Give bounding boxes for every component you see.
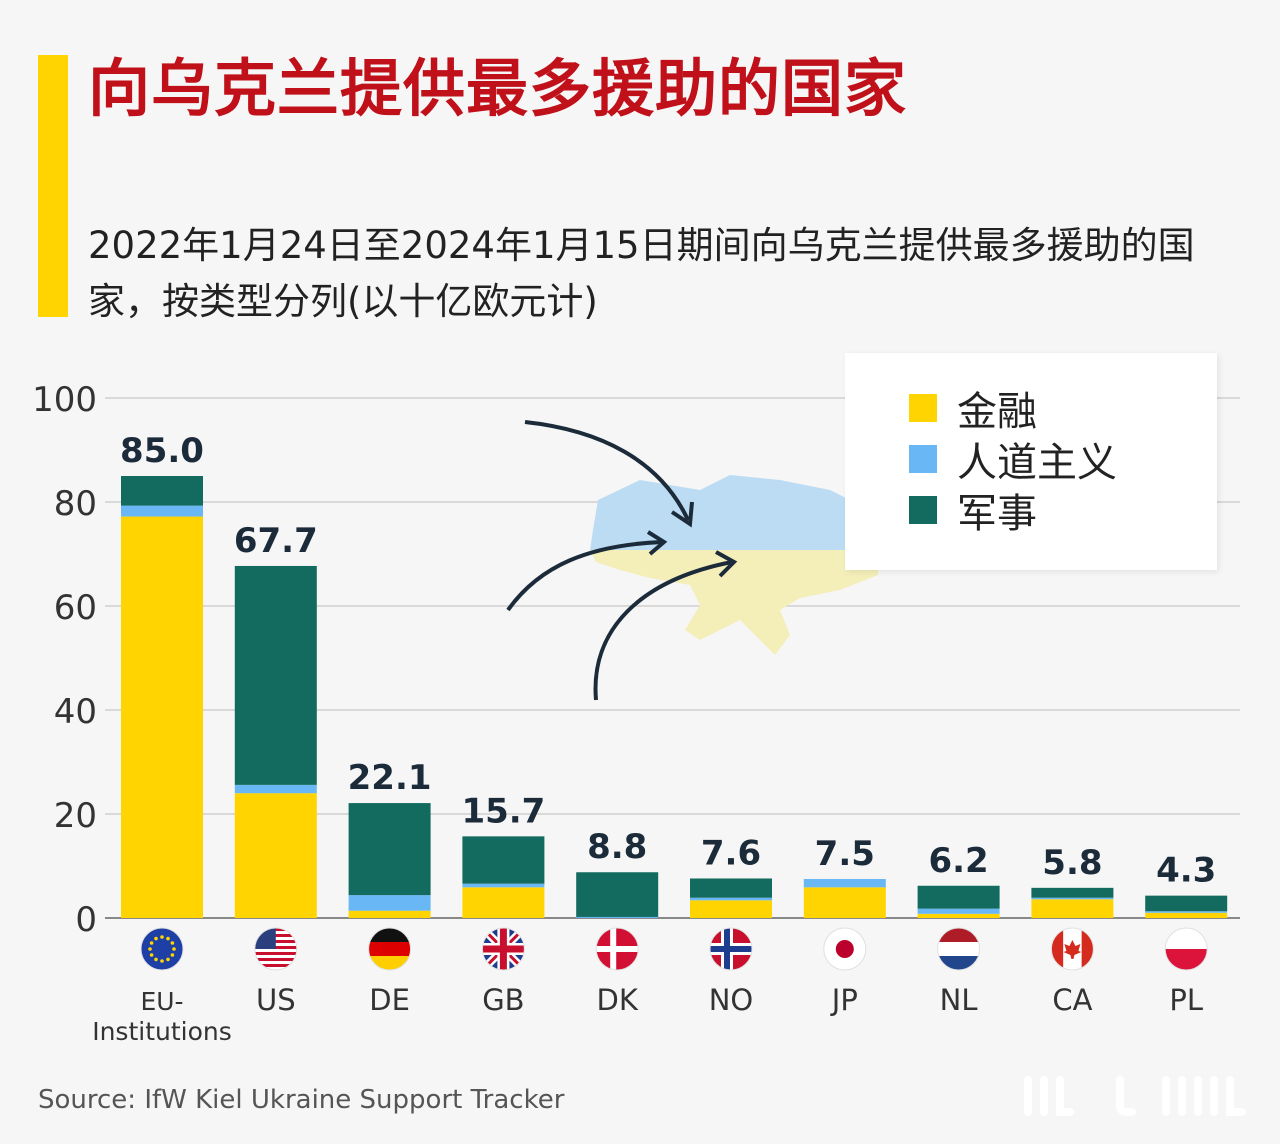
arrow-mid-head (646, 530, 668, 556)
bar-total-label: 7.6 (701, 833, 761, 873)
bar-value-labels: 85.0 67.7 22.1 15.7 8.8 7.6 7.5 6.2 5.8 4.3 (120, 431, 1216, 891)
bar-total-label: 22.1 (348, 758, 432, 798)
legend-swatch-humanitarian (909, 445, 937, 473)
y-tick-label: 40 (54, 692, 97, 732)
legend-label: 金融 (957, 389, 1037, 435)
bar-segment-de-0 (348, 910, 431, 918)
y-tick-label: 100 (32, 380, 97, 420)
dk-flag-icon (595, 927, 639, 971)
x-axis-label: Institutions (92, 1017, 232, 1046)
arrow-bottom-head (715, 550, 738, 578)
source-note: Source: IfW Kiel Ukraine Support Tracker (38, 1085, 565, 1115)
bar-segment-eu-institutions-0 (121, 516, 203, 918)
x-axis-label: NO (709, 983, 754, 1017)
bar-chart: 0 20 40 60 80 100 85.0 67.7 22.1 15.7 8.8 7.6 7.5 6.… (32, 380, 1240, 1046)
legend-item-humanitarian: 人道主义 (909, 434, 1117, 486)
y-tick-label: 60 (54, 588, 97, 628)
legend-swatch-financial (909, 394, 937, 422)
legend-label: 人道主义 (957, 440, 1117, 486)
bar-segment-gb-1 (462, 883, 545, 888)
bar-segment-ca-1 (1031, 897, 1114, 900)
us-flag-icon (254, 927, 298, 971)
x-axis-label: NL (940, 983, 978, 1017)
legend-item-military: 军事 (909, 485, 1037, 537)
x-axis-label: GB (482, 983, 524, 1017)
x-axis-label: US (256, 983, 296, 1017)
bar-total-label: 5.8 (1042, 843, 1102, 883)
bar-segment-us-0 (234, 793, 317, 918)
y-axis-ticks: 0 20 40 60 80 100 (32, 380, 97, 940)
bar-segment-de-2 (348, 803, 431, 896)
legend-label: 军事 (957, 491, 1037, 537)
chart-subtitle: 2022年1月24日至2024年1月15日期间向乌克兰提供最多援助的国家，按类型… (88, 224, 1195, 323)
x-axis-label: JP (830, 983, 858, 1017)
x-axis-label: CA (1052, 983, 1092, 1017)
flags (140, 927, 1208, 971)
watermark-glyph (1024, 1076, 1246, 1116)
legend-swatch-military (909, 496, 937, 524)
jp-flag-icon (823, 927, 867, 971)
bar-segment-eu-institutions-2 (121, 476, 203, 506)
bar-segment-de-1 (348, 895, 431, 911)
bar-segment-gb-2 (462, 836, 545, 884)
legend-item-financial: 金融 (909, 383, 1037, 435)
bar-total-label: 15.7 (461, 791, 545, 831)
y-tick-label: 80 (54, 484, 97, 524)
bar-segment-gb-0 (462, 887, 545, 918)
bar-segment-no-0 (690, 900, 772, 918)
nl-flag-icon (937, 927, 981, 971)
x-axis-label: DE (369, 983, 410, 1017)
bar-segment-us-1 (234, 784, 317, 794)
x-axis-label: PL (1169, 983, 1203, 1017)
bar-segment-dk-1 (576, 916, 659, 918)
bar-segment-no-2 (690, 878, 772, 898)
title-accent-bar (38, 55, 68, 317)
arrow-top-head (670, 501, 694, 528)
x-axis-label: EU- (140, 987, 183, 1016)
bar-segment-nl-1 (917, 908, 1000, 914)
y-tick-label: 20 (54, 796, 97, 836)
arrow-bottom (593, 560, 733, 701)
gb-flag-icon (481, 927, 525, 971)
ukraine-map-north (590, 475, 885, 550)
bar-segment-pl-1 (1145, 911, 1228, 913)
x-axis-label: DK (597, 983, 639, 1017)
ukraine-map-illustration (506, 420, 885, 701)
bar-total-label: 4.3 (1156, 851, 1216, 891)
bar-segment-jp-1 (803, 879, 886, 888)
de-flag-icon (368, 927, 412, 971)
bar-total-label: 8.8 (587, 827, 647, 867)
pl-flag-icon (1164, 927, 1208, 971)
bar-segment-nl-0 (917, 913, 1000, 918)
bar-segment-ca-2 (1031, 887, 1114, 898)
arrow-top (524, 420, 690, 521)
bar-segment-no-1 (690, 897, 772, 901)
x-axis-labels: EU-Institutions US DE GB DK NO JP NL CA PL (92, 983, 1203, 1046)
chart-title: 向乌克兰提供最多援助的国家 (88, 52, 908, 125)
bar-segment-pl-0 (1145, 912, 1228, 918)
bar-segment-nl-2 (917, 885, 1000, 909)
bar-segment-eu-institutions-1 (121, 505, 203, 517)
bar-total-label: 7.5 (815, 834, 875, 874)
y-tick-label: 0 (75, 900, 97, 940)
no-flag-icon (709, 927, 753, 971)
ukraine-map-south (590, 550, 880, 655)
legend: 金融 人道主义 军事 (845, 353, 1217, 570)
bar-total-label: 85.0 (120, 431, 204, 471)
arrow-mid (506, 540, 663, 612)
bar-segment-dk-2 (576, 872, 659, 917)
bar-segment-us-2 (234, 565, 317, 785)
bars (121, 476, 1228, 918)
bar-total-label: 6.2 (928, 841, 988, 881)
bar-total-label: 67.7 (234, 521, 318, 561)
ca-flag-icon (1050, 927, 1094, 971)
bar-segment-jp-0 (803, 887, 886, 918)
bar-segment-pl-2 (1145, 895, 1228, 912)
bar-segment-ca-0 (1031, 899, 1114, 918)
eu-flag-icon (140, 927, 184, 971)
